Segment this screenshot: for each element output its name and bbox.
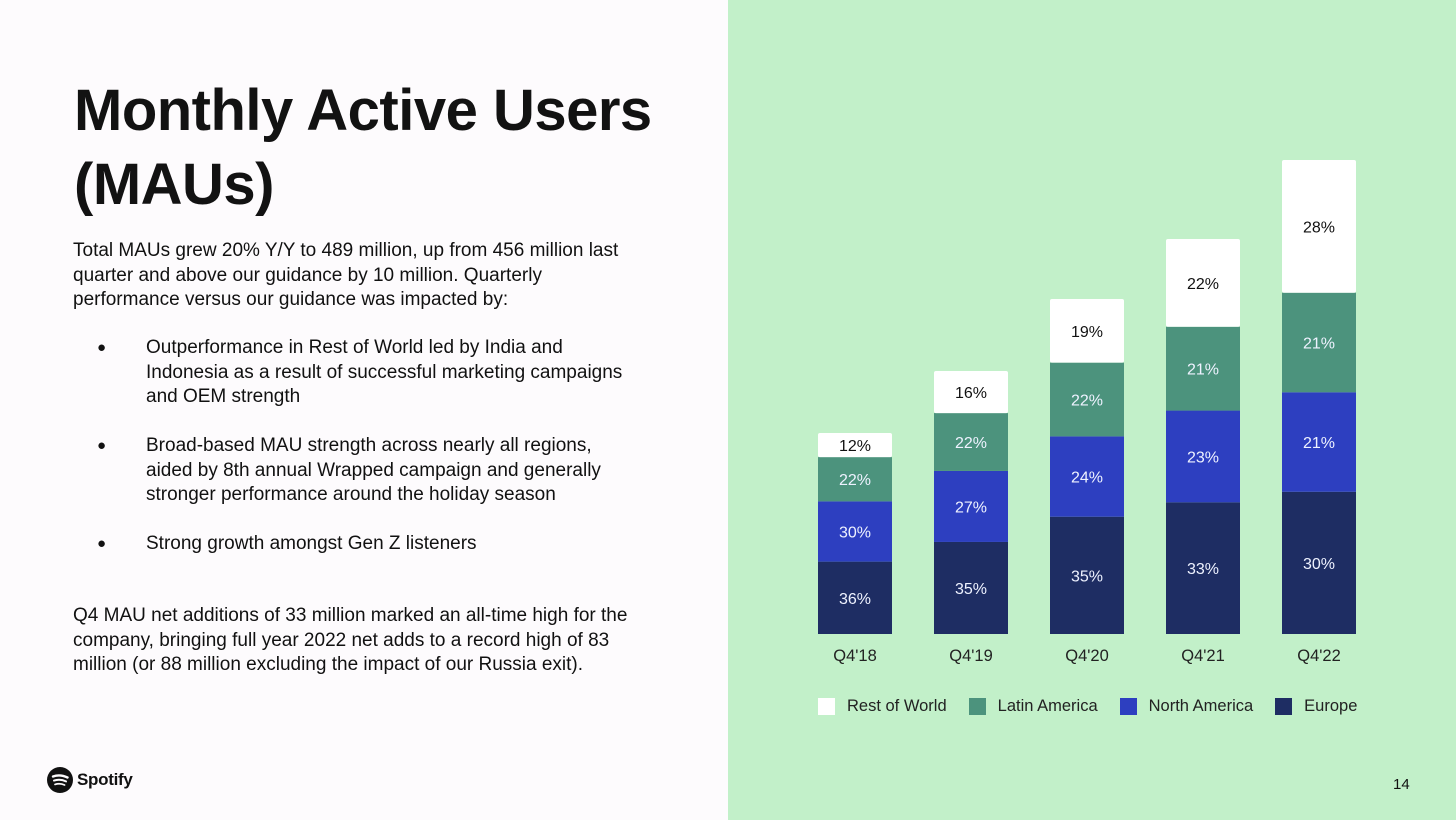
data-label-north-america-q4-18: 30%: [839, 524, 871, 541]
bullet-list: ● Outperformance in Rest of World led by …: [73, 336, 633, 581]
data-label-rest-of-world-q4-22: 28%: [1303, 219, 1335, 236]
bullet-dot-icon: ●: [97, 339, 107, 356]
data-label-latin-america-q4-21: 21%: [1187, 362, 1219, 379]
legend-item-europe: Europe: [1275, 697, 1357, 716]
x-tick-label: Q4'20: [1065, 647, 1109, 665]
data-label-north-america-q4-20: 24%: [1071, 470, 1103, 487]
legend-item-north-america: North America: [1119, 697, 1254, 716]
bar-segment-north-america-q4-19: [934, 470, 1008, 542]
bar-segment-north-america-q4-20: [1050, 436, 1124, 517]
bar-segment-latin-america-q4-22: [1282, 292, 1356, 393]
data-label-north-america-q4-22: 21%: [1303, 435, 1335, 452]
legend-label: Latin America: [997, 697, 1098, 715]
text-panel: Monthly Active Users (MAUs) Total MAUs g…: [47, 78, 653, 793]
legend-swatch: [818, 698, 835, 715]
bar-segment-rest-of-world-q4-18: [818, 433, 892, 458]
data-label-europe-q4-19: 35%: [955, 581, 987, 598]
bullet-text: Outperformance in Rest of World led by I…: [146, 337, 623, 407]
bar-segment-rest-of-world-q4-22: [1282, 160, 1356, 293]
x-tick-label: Q4'18: [833, 647, 877, 665]
logo-wordmark: Spotify: [77, 770, 133, 789]
mau-stacked-bar-chart: 36% 30% 22% 12% Q4'18 35% 27% 22% 16% Q4'19 35% 24%…: [818, 160, 1356, 665]
bullet-item: ● Outperformance in Rest of World led by …: [73, 336, 633, 410]
data-label-rest-of-world-q4-21: 22%: [1187, 276, 1219, 293]
legend-swatch: [1275, 698, 1293, 715]
x-tick-label: Q4'19: [949, 647, 993, 665]
bar-segment-europe-q4-18: [818, 561, 892, 634]
bar-segment-north-america-q4-22: [1282, 392, 1356, 492]
bar-segment-rest-of-world-q4-19: [934, 371, 1008, 414]
data-label-latin-america-q4-20: 22%: [1071, 393, 1103, 410]
data-label-latin-america-q4-22: 21%: [1303, 335, 1335, 352]
data-label-north-america-q4-19: 27%: [955, 499, 987, 516]
data-label-europe-q4-20: 35%: [1071, 568, 1103, 585]
bar-segment-rest-of-world-q4-20: [1050, 299, 1124, 363]
closing-paragraph: Q4 MAU net additions of 33 million marke…: [73, 605, 628, 675]
x-tick-label: Q4'21: [1181, 647, 1225, 665]
bar-segment-europe-q4-21: [1166, 502, 1240, 634]
data-label-latin-america-q4-19: 22%: [955, 435, 987, 452]
bar-segment-europe-q4-22: [1282, 491, 1356, 634]
data-label-europe-q4-18: 36%: [839, 591, 871, 608]
data-label-rest-of-world-q4-20: 19%: [1071, 324, 1103, 341]
bar-segment-europe-q4-20: [1050, 516, 1124, 634]
legend-swatch: [1119, 698, 1137, 715]
bullet-dot-icon: ●: [97, 437, 107, 454]
x-tick-label: Q4'22: [1297, 647, 1341, 665]
legend-item-latin-america: Latin America: [968, 697, 1098, 716]
bar-segment-latin-america-q4-20: [1050, 362, 1124, 437]
bar-segment-latin-america-q4-21: [1166, 326, 1240, 411]
bar-segment-latin-america-q4-19: [934, 413, 1008, 471]
data-label-rest-of-world-q4-18: 12%: [839, 438, 871, 455]
data-label-europe-q4-21: 33%: [1187, 561, 1219, 578]
legend-label: North America: [1148, 697, 1254, 715]
bar-segment-rest-of-world-q4-21: [1166, 239, 1240, 327]
bar-segment-europe-q4-19: [934, 541, 1008, 634]
bullet-dot-icon: ●: [97, 535, 107, 552]
bar-segment-north-america-q4-18: [818, 501, 892, 562]
spotify-logo-icon: [47, 767, 73, 793]
slide-title: Monthly Active Users (MAUs): [74, 78, 652, 217]
legend-label: Europe: [1304, 697, 1358, 715]
legend-swatch: [968, 698, 986, 715]
spotify-logo: Spotify: [47, 767, 133, 793]
bullet-item: ● Broad-based MAU strength across nearly …: [73, 434, 633, 508]
data-label-rest-of-world-q4-19: 16%: [955, 385, 987, 402]
data-label-europe-q4-22: 30%: [1303, 556, 1335, 573]
bar-segment-north-america-q4-21: [1166, 410, 1240, 503]
legend-label: Rest of World: [847, 697, 947, 715]
intro-paragraph: Total MAUs grew 20% Y/Y to 489 million, …: [73, 240, 619, 310]
bar-segment-latin-america-q4-18: [818, 457, 892, 502]
data-label-north-america-q4-21: 23%: [1187, 449, 1219, 466]
bullet-item: ● Strong growth amongst Gen Z listeners: [73, 532, 633, 557]
chart-legend: Rest of World Latin America North America E…: [818, 697, 1379, 716]
bullet-text: Strong growth amongst Gen Z listeners: [146, 533, 477, 554]
legend-item-rest-of-world: Rest of World: [818, 697, 947, 716]
page-number: 14: [1393, 776, 1410, 793]
data-label-latin-america-q4-18: 22%: [839, 472, 871, 489]
bullet-text: Broad-based MAU strength across nearly a…: [146, 435, 601, 505]
